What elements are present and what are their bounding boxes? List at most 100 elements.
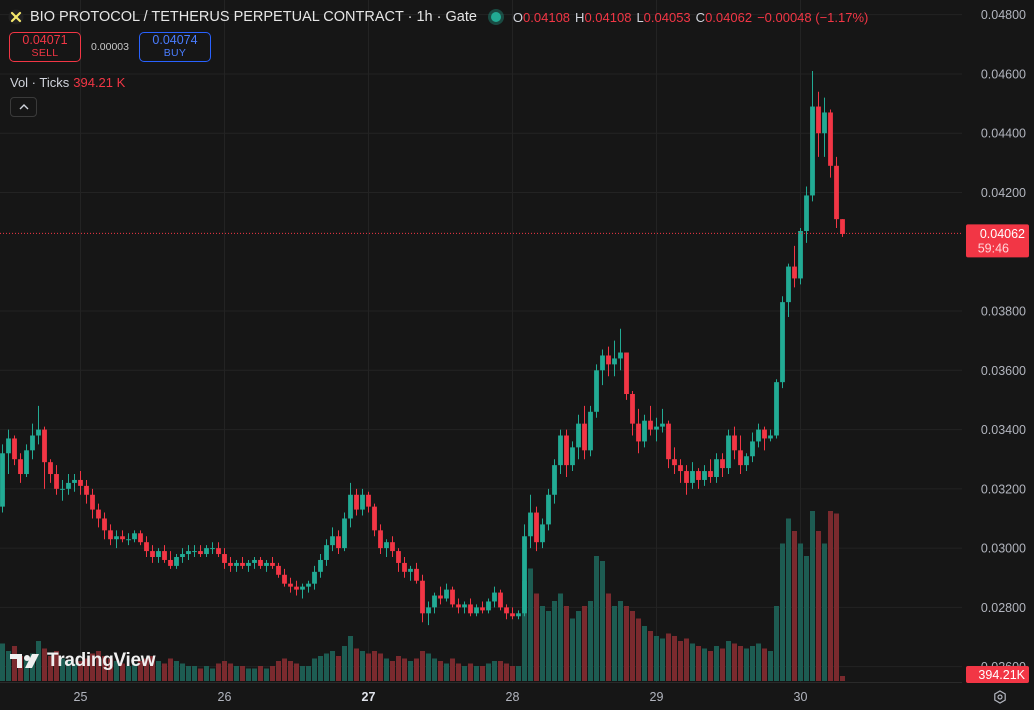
sell-button[interactable]: 0.04071 SELL <box>9 32 81 62</box>
volume-bar <box>756 643 761 681</box>
volume-bar <box>822 543 827 681</box>
candle-body <box>510 613 515 617</box>
change-value: −0.00048 (−1.17%) <box>757 9 869 25</box>
candle-body <box>624 352 629 395</box>
volume-bar <box>306 666 311 681</box>
volume-bar <box>24 658 29 681</box>
candle-body <box>204 548 209 555</box>
buy-label: BUY <box>163 47 187 59</box>
candle-body <box>432 595 437 608</box>
candle-body <box>594 370 599 412</box>
volume-bar <box>516 666 521 681</box>
y-tick-label: 0.04400 <box>981 127 1026 141</box>
volume-bar <box>192 666 197 681</box>
candle-body <box>324 545 329 560</box>
tradingview-logo[interactable]: TradingView <box>10 650 156 672</box>
candle-body <box>528 512 533 537</box>
symbol-title[interactable]: BIO PROTOCOL / TETHERUS PERPETUAL CONTRA… <box>30 9 477 25</box>
volume-bar <box>270 666 275 681</box>
volume-bar <box>252 668 257 681</box>
candle-body <box>294 586 299 590</box>
chart-settings-button[interactable] <box>991 688 1009 706</box>
volume-bar <box>60 658 65 681</box>
candle-body <box>390 542 395 552</box>
candle-body <box>168 559 173 566</box>
y-tick-label: 0.03800 <box>981 305 1026 319</box>
volume-bar <box>204 666 209 681</box>
volume-bar <box>282 658 287 681</box>
volume-bar <box>138 661 143 681</box>
volume-tag-value: 394.21K <box>978 668 1025 682</box>
volume-bar <box>246 668 251 681</box>
volume-bar <box>360 651 365 681</box>
candle-body <box>504 607 509 614</box>
candle-body <box>804 195 809 232</box>
volume-bar <box>96 651 101 681</box>
volume-bar <box>174 661 179 681</box>
candle-body <box>642 420 647 442</box>
candle-body <box>120 536 125 540</box>
low-label: L <box>636 9 644 25</box>
candle-body <box>834 165 839 220</box>
candle-body <box>192 551 197 553</box>
volume-bar <box>6 651 11 681</box>
volume-bar <box>432 658 437 681</box>
volume-bar <box>540 606 545 681</box>
candle-body <box>618 352 623 359</box>
volume-bar <box>702 648 707 681</box>
candle-body <box>792 266 797 279</box>
volume-bar <box>690 643 695 681</box>
chevron-up-icon <box>19 104 28 110</box>
volume-bar <box>48 656 53 681</box>
sell-label: SELL <box>31 47 59 59</box>
volume-bar <box>78 661 83 681</box>
candle-body <box>366 494 371 507</box>
tradingview-logo-icon <box>10 654 39 668</box>
candle-body <box>108 530 113 540</box>
volume-legend[interactable]: Vol · Ticks 394.21 K <box>10 75 125 90</box>
volume-value: 394.21 K <box>73 75 126 90</box>
candle-body <box>810 106 815 196</box>
candle-body <box>612 358 617 365</box>
volume-bar <box>510 666 515 681</box>
volume-bar <box>186 666 191 681</box>
y-tick-label: 0.04600 <box>981 67 1026 81</box>
volume-bar <box>612 606 617 681</box>
x-tick-label: 28 <box>506 690 520 704</box>
candle-body <box>210 548 215 550</box>
volume-bar <box>828 511 833 681</box>
bio-protocol-icon[interactable] <box>8 9 24 25</box>
candle-body <box>732 435 737 451</box>
candle-body <box>240 562 245 566</box>
candle-body <box>174 557 179 566</box>
candle-body <box>516 613 521 617</box>
candle-body <box>540 524 545 543</box>
candle-body <box>288 583 293 587</box>
volume-bar <box>156 661 161 681</box>
buy-button[interactable]: 0.04074 BUY <box>139 32 211 62</box>
countdown-tag-value: 59:46 <box>978 241 1009 255</box>
volume-bar <box>840 676 845 681</box>
volume-bar <box>498 661 503 681</box>
candle-body <box>708 471 713 477</box>
candle-body <box>588 411 593 451</box>
candle-body <box>468 604 473 614</box>
candle-body <box>498 592 503 608</box>
candle-body <box>654 426 659 430</box>
high-value: 0.04108 <box>584 9 632 25</box>
volume-bar <box>420 651 425 681</box>
collapse-legend-button[interactable] <box>10 97 37 117</box>
volume-bar <box>180 663 185 681</box>
candle-body <box>696 471 701 480</box>
candle-body <box>150 551 155 558</box>
volume-bar <box>600 561 605 681</box>
volume-bar <box>90 653 95 681</box>
candle-body <box>318 559 323 572</box>
volume-bar <box>468 663 473 681</box>
volume-bar <box>654 636 659 681</box>
candle-body <box>534 512 539 543</box>
candle-body <box>648 420 653 430</box>
volume-bar <box>330 651 335 681</box>
volume-bar <box>672 636 677 681</box>
